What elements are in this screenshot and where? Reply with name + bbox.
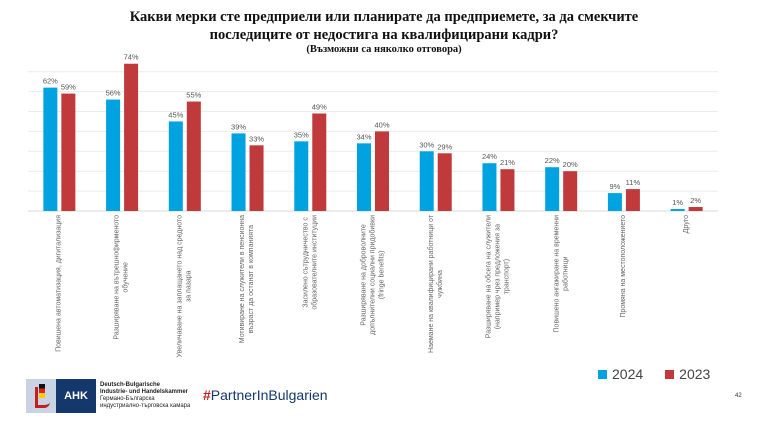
data-label-2023: 59%	[61, 83, 76, 92]
partner-in-bulgarien-logo: #PartnerInBulgarien	[203, 387, 328, 403]
chart-title-line: последиците от недостига на квалифициран…	[209, 27, 559, 43]
ahk-flag-icon	[35, 384, 50, 408]
bar-2024	[545, 167, 560, 211]
hash-icon: #	[203, 387, 211, 403]
chart-title: Какви мерки сте предприели или планирате…	[0, 8, 768, 44]
data-label-2023: 49%	[312, 102, 327, 111]
data-label-2024: 22%	[545, 156, 560, 165]
legend-label: 2024	[612, 366, 644, 382]
bar-2024	[43, 87, 58, 211]
bar-2023	[186, 101, 201, 211]
category-label-text: Повишена автоматизация, дигитализация	[55, 215, 63, 352]
data-label-2024: 56%	[106, 89, 121, 98]
category-label-text: Разширяване на вътрешнофирменото обучени…	[114, 215, 131, 340]
legend-item-2024: 2024	[598, 366, 643, 382]
category-label-text: Засилено сътрудничество с образователнит…	[302, 215, 319, 310]
ahk-name-line: Германо-Българска	[100, 396, 155, 402]
bar-2023	[61, 93, 76, 211]
data-label-2023: 33%	[249, 134, 264, 143]
bar-2023	[249, 145, 264, 211]
data-label-2024: 24%	[482, 152, 497, 161]
bar-2024	[482, 163, 497, 211]
legend: 2024 2023	[598, 366, 710, 382]
category-label-text: Друго	[683, 215, 691, 234]
category-label-text: Наемане на квалифицирани работници от чу…	[427, 215, 444, 353]
bar-2024	[106, 99, 121, 211]
ahk-name: Deutsch-Bulgarische Industrie- und Hande…	[100, 382, 190, 410]
page-number: 42	[735, 393, 742, 399]
data-label-2024: 35%	[294, 130, 309, 139]
data-label-2023: 2%	[690, 196, 701, 205]
bar-2023	[312, 113, 327, 211]
bar-2023	[375, 131, 389, 211]
legend-label: 2023	[679, 366, 711, 382]
data-label-2024: 34%	[356, 132, 371, 141]
data-label-2024: 62%	[43, 77, 58, 86]
bar-2024	[294, 141, 309, 211]
data-label-2023: 55%	[186, 91, 201, 100]
bar-2024	[670, 209, 685, 211]
category-label-text: Разширяване на обсега на служители (напр…	[485, 215, 511, 339]
category-label-text: Повишено ангажиране на временни работниц…	[553, 215, 570, 333]
category-label-text: Разширяване на доброволните допълнителни…	[360, 215, 386, 335]
category-label-text: Увеличаване на заплащането над средното …	[176, 215, 193, 358]
partner-text: PartnerInBulgarien	[210, 387, 328, 403]
data-label-2024: 45%	[168, 110, 183, 119]
bar-2024	[168, 121, 183, 211]
ahk-logo: AHK	[26, 379, 96, 413]
ahk-name-line: Industrie- und Handelskammer	[100, 389, 189, 395]
legend-swatch-2023	[665, 369, 675, 379]
legend-swatch-2024	[598, 369, 607, 379]
ahk-name-line: индустриално-търговска камара	[100, 403, 191, 409]
bar-2023	[500, 169, 515, 211]
data-label-2024: 1%	[672, 198, 683, 207]
bar-2024	[231, 133, 246, 211]
category-label-text: Мотивиране на служители в пенсионна възр…	[239, 215, 256, 344]
bar-2023	[563, 171, 578, 211]
bar-2024	[607, 193, 622, 211]
data-label-2023: 74%	[124, 53, 139, 62]
bar-2023	[124, 63, 139, 211]
data-label-2024: 9%	[609, 182, 620, 191]
data-label-2024: 30%	[419, 140, 434, 149]
chart-title-line: Какви мерки сте предприели или планирате…	[129, 9, 639, 25]
legend-item-2023: 2023	[665, 366, 710, 382]
bar-2024	[419, 151, 434, 211]
data-label-2023: 20%	[563, 160, 578, 169]
bar-2023	[437, 153, 452, 211]
bar-2023	[688, 207, 703, 211]
bar-2024	[357, 143, 371, 211]
bar-2023	[625, 189, 640, 211]
category-label-text: Промяна на местоположението	[620, 215, 628, 318]
chart-subtitle: (Възможни са няколко отговора)	[306, 44, 462, 55]
data-label-2023: 21%	[500, 158, 515, 167]
data-label-2023: 11%	[626, 178, 641, 187]
data-label-2023: 29%	[437, 142, 452, 151]
data-label-2024: 39%	[231, 122, 246, 131]
data-label-2023: 40%	[374, 120, 389, 129]
ahk-logo-text: AHK	[56, 379, 96, 413]
ahk-name-line: Deutsch-Bulgarische	[100, 382, 161, 388]
